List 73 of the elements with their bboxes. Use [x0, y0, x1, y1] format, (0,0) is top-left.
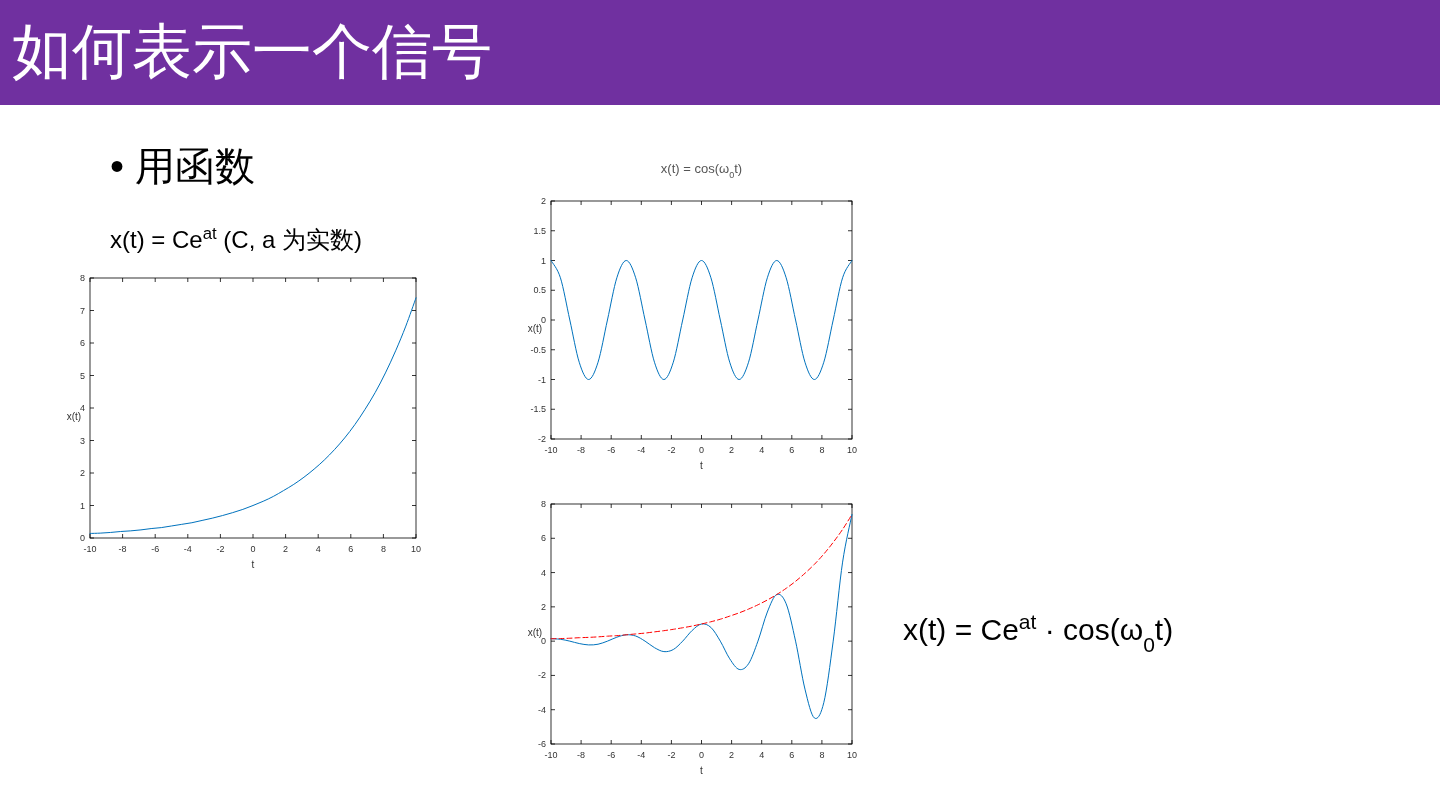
- x-tick-label: 8: [380, 544, 386, 554]
- x-tick-label: -2: [216, 544, 225, 554]
- x-tick-label: -6: [151, 544, 160, 554]
- y-tick-label: -6: [537, 739, 546, 749]
- chart-title: x(t) = cos(ω$_{0}$t): [660, 161, 743, 180]
- x-tick-label: 6: [789, 445, 795, 455]
- y-tick-label: -0.5: [530, 344, 546, 355]
- text: x(t) = Ce$^{at}$ (C, a 为实数): [110, 223, 363, 253]
- x-tick-label: 8: [819, 750, 825, 760]
- x-tick-label: -6: [607, 445, 616, 455]
- y-tick-label: 0.5: [533, 285, 546, 296]
- y-tick-label: -2: [537, 434, 546, 444]
- y-tick-label: 0: [540, 315, 546, 325]
- x-tick-label: -8: [577, 750, 586, 760]
- y-tick-label: 6: [79, 338, 85, 348]
- x-tick-label: -10: [83, 544, 97, 554]
- x-tick-label: 10: [410, 544, 422, 554]
- y-tick-label: 0: [79, 533, 85, 543]
- y-tick-label: 1.5: [533, 225, 546, 236]
- x-tick-label: 2: [283, 544, 289, 554]
- x-tick-label: -4: [637, 445, 646, 455]
- x-tick-label: 4: [315, 544, 321, 554]
- x-tick-label: 2: [729, 445, 735, 455]
- x-tick-label: -2: [667, 750, 676, 760]
- x-axis-title: t: [700, 765, 704, 776]
- x-tick-label: 6: [789, 750, 795, 760]
- y-axis-title: x(t): [527, 627, 543, 638]
- x-tick-label: 4: [759, 445, 765, 455]
- x-tick-label: 0: [698, 750, 705, 760]
- text: x(t) = Ce$^{at}$ · cos(ω$_{0}$t): [903, 609, 1174, 656]
- y-tick-label: 7: [79, 305, 85, 316]
- x-tick-label: 0: [698, 445, 705, 455]
- y-tick-label: 0: [540, 636, 546, 647]
- x-tick-label: -6: [607, 750, 616, 760]
- line-series: [89, 297, 417, 534]
- y-tick-label: 2: [79, 468, 85, 478]
- chart-subtitle: • 用函数: [110, 144, 256, 188]
- x-tick-label: -10: [544, 445, 558, 455]
- y-tick-label: 4: [79, 403, 85, 413]
- x-tick-label: -10: [544, 750, 558, 760]
- x-tick-label: 10: [846, 445, 858, 455]
- x-tick-label: -4: [183, 544, 192, 554]
- x-axis-title: t: [251, 559, 255, 570]
- x-tick-label: 6: [348, 544, 354, 554]
- y-tick-label: 8: [79, 273, 85, 283]
- y-tick-label: 3: [79, 435, 85, 446]
- line-series: [550, 260, 853, 380]
- x-axis-title: t: [700, 460, 704, 471]
- x-tick-label: -8: [577, 445, 586, 455]
- y-tick-label: -4: [537, 704, 546, 715]
- y-tick-label: 2: [540, 601, 546, 612]
- y-tick-label: -1: [537, 374, 546, 385]
- y-axis-title: x(t): [527, 323, 543, 334]
- x-tick-label: -4: [637, 750, 646, 760]
- x-tick-label: 0: [250, 544, 256, 554]
- y-tick-label: 6: [540, 533, 546, 544]
- x-tick-label: -2: [667, 445, 676, 455]
- y-tick-label: -1.5: [530, 404, 546, 415]
- y-axis-title: x(t): [66, 411, 82, 422]
- y-tick-label: 2: [540, 196, 546, 206]
- y-tick-label: 1: [540, 255, 546, 266]
- y-tick-label: 5: [79, 370, 85, 381]
- x-tick-label: 4: [759, 750, 765, 760]
- y-tick-label: 4: [540, 567, 546, 578]
- chart-title: 如何表示一个信号: [12, 18, 492, 85]
- line-series: [550, 513, 853, 640]
- y-tick-label: 8: [540, 499, 546, 509]
- y-tick-label: 1: [79, 500, 85, 511]
- x-tick-label: 2: [729, 750, 735, 760]
- x-tick-label: -8: [118, 544, 127, 554]
- y-tick-label: -2: [537, 670, 546, 681]
- x-tick-label: 8: [819, 445, 825, 455]
- x-tick-label: 10: [846, 750, 858, 760]
